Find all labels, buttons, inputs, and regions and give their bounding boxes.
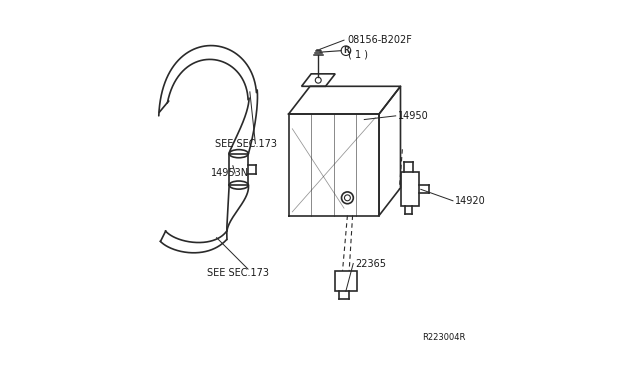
- Text: 14920: 14920: [455, 196, 486, 206]
- Text: ( 1 ): ( 1 ): [348, 50, 368, 60]
- Text: 08156-B202F: 08156-B202F: [348, 35, 413, 45]
- Text: 22365: 22365: [355, 259, 386, 269]
- Text: 14950: 14950: [397, 111, 428, 121]
- Text: SEE SEC.173: SEE SEC.173: [215, 138, 276, 148]
- Text: R: R: [343, 46, 349, 55]
- Text: 14953N: 14953N: [211, 168, 249, 178]
- Text: SEE SEC.173: SEE SEC.173: [207, 268, 269, 278]
- Text: R223004R: R223004R: [422, 333, 466, 342]
